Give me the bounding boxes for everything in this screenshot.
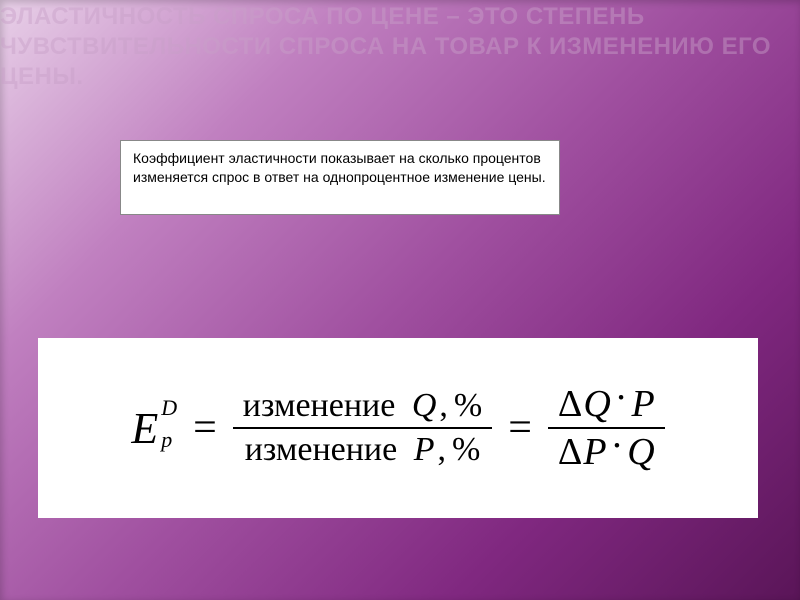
frac2-den-dot: · [611,425,624,467]
equals-1: = [189,404,221,452]
frac1-den-var: P [414,431,435,468]
frac2-bar [548,427,665,429]
explanation-text: Коэффициент эластичности показывает на с… [133,150,546,185]
frac1-num-word: изменение [243,387,396,424]
frac1-num-var: Q [412,387,437,424]
fraction-text: изменение Q,% изменение P,% [233,387,492,469]
frac2-num-v2: P [631,383,654,425]
frac2-num-delta: Δ [558,383,582,425]
frac1-den: изменение P,% [235,431,491,469]
frac1-bar [233,427,492,429]
frac1-den-word: изменение [245,431,398,468]
frac2-den-v1: P [583,431,606,473]
formula-box: E D p = изменение Q,% изменение P,% = ΔQ… [38,338,758,518]
slide-heading: ЭЛАСТИЧНОСТЬ СПРОСА ПО ЦЕНЕ – ЭТО СТЕПЕН… [0,2,780,92]
formula-lhs: E D p [131,403,177,454]
formula-sub: p [161,430,177,450]
formula-sup: D [161,398,177,418]
elasticity-formula: E D p = изменение Q,% изменение P,% = ΔQ… [131,383,664,473]
fraction-symbolic: ΔQ·P ΔP·Q [548,383,665,473]
formula-base: E [131,403,158,454]
frac2-den-v2: Q [627,431,654,473]
frac2-num-dot: · [615,377,628,419]
frac2-den: ΔP·Q [548,431,665,473]
frac2-den-delta: Δ [558,431,582,473]
frac2-num-v1: Q [583,383,610,425]
frac2-num: ΔQ·P [548,383,665,425]
equals-2: = [504,404,536,452]
explanation-box: Коэффициент эластичности показывает на с… [120,140,560,215]
frac1-num: изменение Q,% [233,387,492,425]
